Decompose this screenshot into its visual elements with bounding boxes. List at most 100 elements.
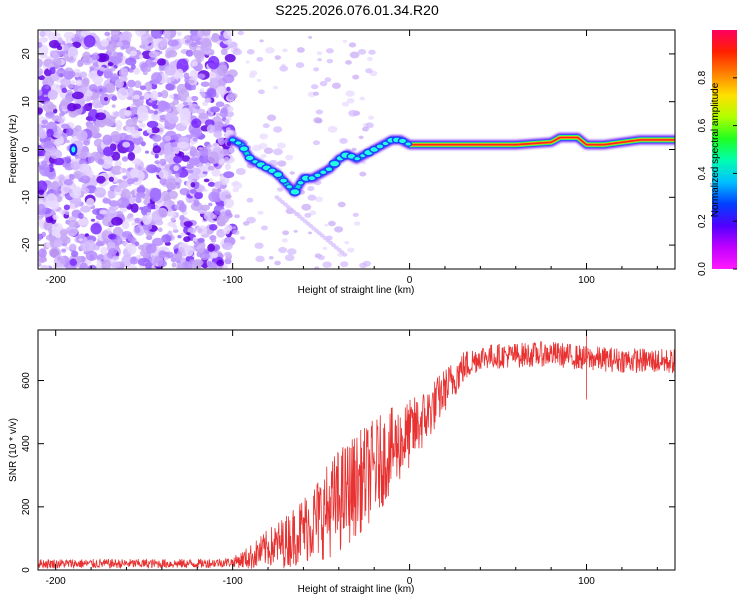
spectrogram-noise-speck: [317, 58, 322, 62]
spectrogram-noise-speck: [38, 91, 43, 97]
tone-blob-core: [297, 181, 304, 185]
spectrogram-noise-speck: [148, 50, 159, 58]
tone-blob-core: [376, 144, 383, 149]
spectrogram-noise-speck: [98, 88, 103, 93]
spectrogram-noise-speck: [114, 160, 122, 168]
spectrogram-noise-speck: [232, 182, 243, 190]
spectrogram-noise-speck: [96, 108, 105, 114]
colorbar-tick-label: 0.0: [697, 262, 708, 276]
spectrogram-noise-speck: [173, 165, 179, 172]
spectrogram-noise-speck: [183, 221, 193, 227]
spectrogram-noise-speck: [206, 260, 213, 266]
spectrogram-noise-speck: [149, 187, 162, 202]
spectrogram-noise-speck: [80, 175, 91, 184]
spectrogram-noise-speck: [134, 80, 142, 89]
spectrogram-noise-speck: [159, 40, 167, 48]
spectrogram-noise-speck: [163, 102, 171, 111]
spectrogram-noise-speck: [52, 57, 62, 69]
spectrogram-noise-speck: [80, 205, 92, 213]
spectrogram-noise-speck: [121, 220, 130, 230]
tone-blob-core: [347, 154, 356, 159]
spectrogram-noise-speck: [164, 135, 172, 142]
spectrogram-noise-speck: [223, 171, 235, 179]
spectrogram-noise-speck: [108, 176, 114, 182]
spectrogram-noise-speck: [349, 51, 360, 59]
spectrogram-noise-speck: [79, 151, 88, 160]
spectrogram-noise-speck: [38, 107, 43, 115]
spectrogram-noise-speck: [322, 246, 328, 250]
spectrogram-noise-speck: [190, 140, 195, 146]
spectrogram-noise-speck: [327, 125, 338, 133]
spectrogram-noise-speck: [114, 186, 122, 193]
spectrogram-noise-speck: [183, 236, 191, 243]
colorbar-tick-label: 0.6: [697, 118, 708, 132]
spectrogram-noise-speck: [142, 223, 153, 231]
spectrogram-noise-speck: [313, 91, 320, 96]
spectrogram-noise-speck: [58, 174, 65, 182]
spectrogram-noise-speck: [78, 163, 90, 173]
spectrogram-noise-speck: [86, 197, 95, 208]
spectrogram-noise-speck: [361, 160, 367, 165]
spectrogram-noise-speck: [111, 151, 121, 161]
spectrogram-noise-speck: [77, 212, 84, 220]
spectrogram-noise-speck: [150, 83, 158, 90]
spectrogram-noise-speck: [73, 173, 81, 178]
spectrogram-noise-speck: [88, 84, 98, 92]
spectrogram-noise-speck: [187, 227, 197, 234]
spectrogram-noise-speck: [99, 209, 108, 215]
spectrogram-noise-speck: [207, 55, 220, 70]
spectrogram-noise-speck: [192, 49, 203, 56]
spectrogram-noise-speck: [365, 122, 374, 129]
spectrogram-noise-speck: [167, 190, 179, 200]
spectrogram-noise-speck: [175, 68, 184, 78]
spectrogram-noise-speck: [39, 30, 46, 38]
spectrogram-noise-speck: [41, 231, 47, 238]
spectrogram-noise-speck: [127, 236, 136, 242]
spectrogram-noise-speck: [151, 112, 162, 121]
spectrogram-noise-speck: [259, 133, 269, 140]
spectrogram-noise-speck: [59, 73, 64, 78]
spectrogram-noise-speck: [312, 140, 320, 146]
spectrogram-noise-speck: [134, 226, 141, 234]
spectrogram-noise-speck: [94, 187, 107, 198]
spectrogram-noise-speck: [222, 123, 228, 127]
spectrogram-noise-speck: [108, 248, 118, 255]
spectrogram-noise-speck: [130, 50, 137, 57]
spectrogram-noise-speck: [285, 154, 294, 161]
spectrogram-noise-speck: [198, 248, 205, 254]
snr-y-label: SNR (10 * v/v): [8, 418, 19, 482]
spectrogram-noise-speck: [274, 260, 281, 266]
spectrogram-noise-speck: [220, 48, 228, 56]
spectrogram-noise-speck: [152, 237, 164, 247]
spectrogram-x-tick-label: -100: [223, 275, 243, 286]
tone-blob-core: [230, 138, 236, 142]
spectrogram-noise-speck: [351, 147, 357, 152]
spectrogram-noise-speck: [178, 246, 185, 253]
spectrogram-noise-speck: [206, 144, 213, 148]
snr-panel: -200 -100 0 100 0 200 400 600 Height of straig…: [8, 329, 676, 595]
spectrogram-noise-speck: [268, 159, 278, 167]
spectrogram-noise-speck: [345, 60, 352, 65]
spectrogram-noise-speck: [52, 108, 58, 114]
spectrogram-noise-speck: [208, 202, 213, 207]
spectrogram-noise-speck: [167, 221, 176, 227]
spectrogram-noise-speck: [268, 255, 274, 260]
spectrogram-noise-speck: [78, 159, 84, 165]
spectrogram-noise-speck: [95, 213, 105, 221]
snr-x-tick-label: -200: [46, 576, 66, 587]
spectrogram-noise-speck: [368, 49, 376, 55]
colorbar-tick-label: 0.4: [697, 166, 708, 180]
spectrogram-noise-speck: [307, 231, 313, 235]
spectrogram-noise-speck: [110, 165, 123, 175]
spectrogram-noise-speck: [65, 128, 74, 137]
spectrogram-noise-speck: [331, 82, 341, 89]
spectrogram-noise-speck: [77, 61, 83, 68]
tone-blob-core: [354, 157, 360, 161]
spectrogram-noise-speck: [215, 101, 225, 108]
spectrogram-noise-speck: [193, 199, 200, 207]
spectrogram-noise-speck: [57, 118, 65, 124]
spectrogram-noise-speck: [207, 165, 215, 171]
spectrogram-x-tick-label: 0: [407, 275, 413, 286]
spectrogram-noise-speck: [144, 150, 150, 154]
